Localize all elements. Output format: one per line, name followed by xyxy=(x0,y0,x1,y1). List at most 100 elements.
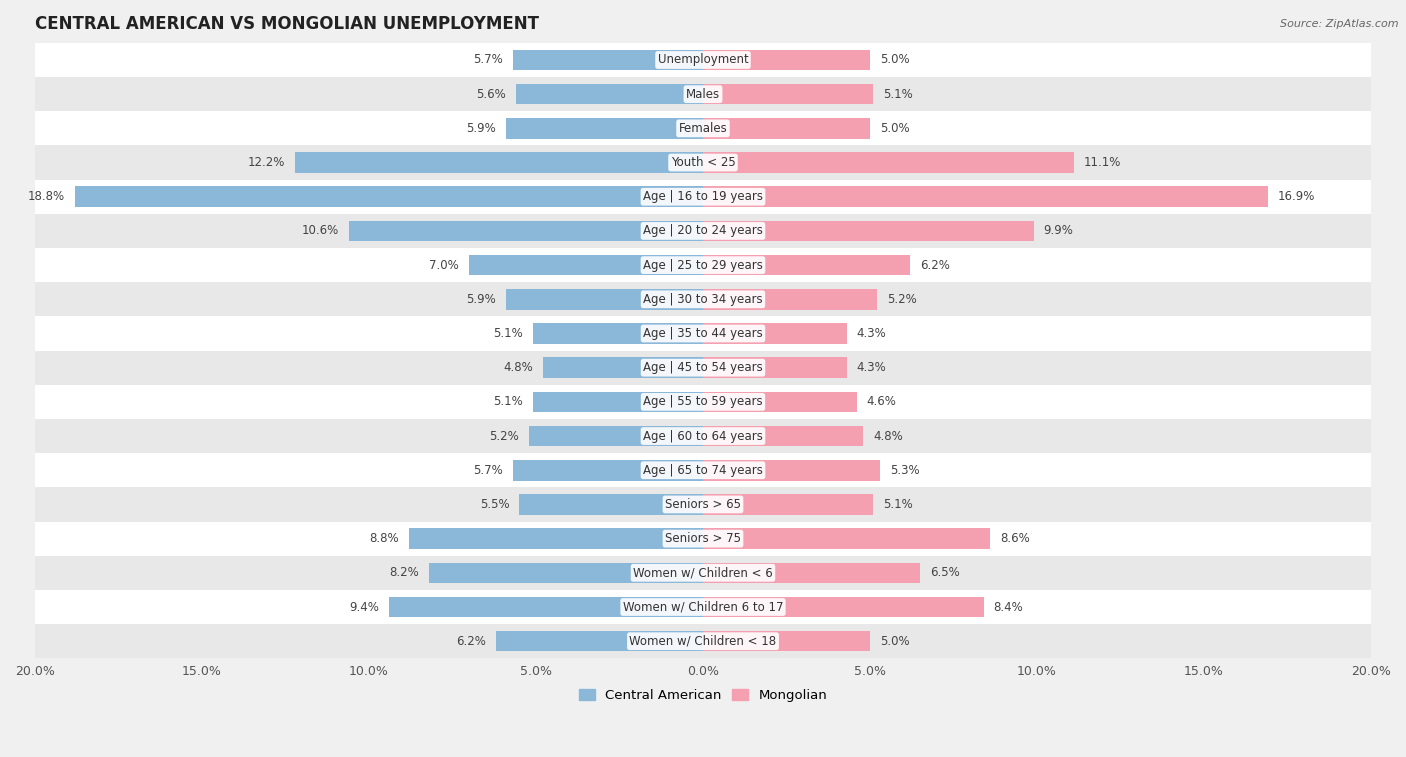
Bar xyxy=(35,624,1371,659)
Bar xyxy=(389,597,703,617)
Text: Youth < 25: Youth < 25 xyxy=(671,156,735,169)
Bar xyxy=(35,590,1371,624)
Bar xyxy=(35,488,1371,522)
Bar xyxy=(75,186,703,207)
Bar xyxy=(703,460,880,481)
Text: 6.5%: 6.5% xyxy=(931,566,960,579)
Bar xyxy=(35,282,1371,316)
Text: 5.7%: 5.7% xyxy=(472,464,502,477)
Text: Age | 35 to 44 years: Age | 35 to 44 years xyxy=(643,327,763,340)
Bar xyxy=(295,152,703,173)
Bar xyxy=(35,556,1371,590)
Bar xyxy=(529,425,703,447)
Bar xyxy=(35,453,1371,488)
Bar xyxy=(533,391,703,412)
Text: 5.7%: 5.7% xyxy=(472,54,502,67)
Bar xyxy=(35,213,1371,248)
Text: Women w/ Children < 18: Women w/ Children < 18 xyxy=(630,634,776,648)
Text: 4.8%: 4.8% xyxy=(503,361,533,374)
Text: 5.9%: 5.9% xyxy=(467,293,496,306)
Bar xyxy=(703,118,870,139)
Bar xyxy=(513,460,703,481)
Text: Age | 65 to 74 years: Age | 65 to 74 years xyxy=(643,464,763,477)
Text: Age | 20 to 24 years: Age | 20 to 24 years xyxy=(643,224,763,238)
Text: 5.0%: 5.0% xyxy=(880,122,910,135)
Text: CENTRAL AMERICAN VS MONGOLIAN UNEMPLOYMENT: CENTRAL AMERICAN VS MONGOLIAN UNEMPLOYME… xyxy=(35,15,538,33)
Bar xyxy=(35,77,1371,111)
Bar xyxy=(496,631,703,652)
Bar xyxy=(506,289,703,310)
Text: 5.5%: 5.5% xyxy=(479,498,509,511)
Text: 8.6%: 8.6% xyxy=(1000,532,1031,545)
Text: 10.6%: 10.6% xyxy=(302,224,339,238)
Bar xyxy=(506,118,703,139)
Bar xyxy=(703,255,910,276)
Bar xyxy=(35,111,1371,145)
Bar xyxy=(703,186,1268,207)
Text: 5.1%: 5.1% xyxy=(883,88,912,101)
Bar xyxy=(703,50,870,70)
Text: Age | 45 to 54 years: Age | 45 to 54 years xyxy=(643,361,763,374)
Text: Seniors > 75: Seniors > 75 xyxy=(665,532,741,545)
Bar xyxy=(35,385,1371,419)
Text: Women w/ Children 6 to 17: Women w/ Children 6 to 17 xyxy=(623,600,783,613)
Bar xyxy=(703,425,863,447)
Bar xyxy=(35,145,1371,179)
Text: 7.0%: 7.0% xyxy=(429,259,460,272)
Legend: Central American, Mongolian: Central American, Mongolian xyxy=(574,684,832,707)
Text: 5.2%: 5.2% xyxy=(489,429,519,443)
Text: Females: Females xyxy=(679,122,727,135)
Text: 5.1%: 5.1% xyxy=(494,327,523,340)
Bar xyxy=(35,316,1371,350)
Text: 8.8%: 8.8% xyxy=(370,532,399,545)
Text: Age | 55 to 59 years: Age | 55 to 59 years xyxy=(643,395,763,408)
Bar xyxy=(429,562,703,583)
Text: 4.8%: 4.8% xyxy=(873,429,903,443)
Text: 4.3%: 4.3% xyxy=(856,327,886,340)
Bar xyxy=(703,357,846,378)
Bar xyxy=(349,221,703,241)
Text: 5.1%: 5.1% xyxy=(494,395,523,408)
Text: 5.3%: 5.3% xyxy=(890,464,920,477)
Text: 5.1%: 5.1% xyxy=(883,498,912,511)
Text: 6.2%: 6.2% xyxy=(456,634,486,648)
Text: 6.2%: 6.2% xyxy=(920,259,950,272)
Bar xyxy=(703,84,873,104)
Bar xyxy=(703,323,846,344)
Bar xyxy=(703,597,984,617)
Bar xyxy=(35,350,1371,385)
Bar xyxy=(516,84,703,104)
Bar xyxy=(35,419,1371,453)
Bar xyxy=(703,152,1074,173)
Bar xyxy=(703,562,920,583)
Text: 12.2%: 12.2% xyxy=(247,156,285,169)
Bar xyxy=(513,50,703,70)
Bar xyxy=(703,391,856,412)
Text: 9.4%: 9.4% xyxy=(349,600,380,613)
Text: Age | 30 to 34 years: Age | 30 to 34 years xyxy=(643,293,763,306)
Bar xyxy=(703,221,1033,241)
Text: Unemployment: Unemployment xyxy=(658,54,748,67)
Text: 5.2%: 5.2% xyxy=(887,293,917,306)
Text: 11.1%: 11.1% xyxy=(1084,156,1121,169)
Text: 9.9%: 9.9% xyxy=(1043,224,1074,238)
Text: 8.2%: 8.2% xyxy=(389,566,419,579)
Text: Males: Males xyxy=(686,88,720,101)
Bar xyxy=(543,357,703,378)
Text: Women w/ Children < 6: Women w/ Children < 6 xyxy=(633,566,773,579)
Text: Age | 60 to 64 years: Age | 60 to 64 years xyxy=(643,429,763,443)
Bar xyxy=(470,255,703,276)
Text: 5.0%: 5.0% xyxy=(880,54,910,67)
Bar xyxy=(35,248,1371,282)
Text: 5.6%: 5.6% xyxy=(477,88,506,101)
Text: Source: ZipAtlas.com: Source: ZipAtlas.com xyxy=(1281,19,1399,29)
Bar xyxy=(703,494,873,515)
Bar xyxy=(519,494,703,515)
Text: Age | 16 to 19 years: Age | 16 to 19 years xyxy=(643,190,763,203)
Text: 5.9%: 5.9% xyxy=(467,122,496,135)
Bar xyxy=(35,522,1371,556)
Text: 4.3%: 4.3% xyxy=(856,361,886,374)
Text: Age | 25 to 29 years: Age | 25 to 29 years xyxy=(643,259,763,272)
Text: Seniors > 65: Seniors > 65 xyxy=(665,498,741,511)
Bar xyxy=(703,289,877,310)
